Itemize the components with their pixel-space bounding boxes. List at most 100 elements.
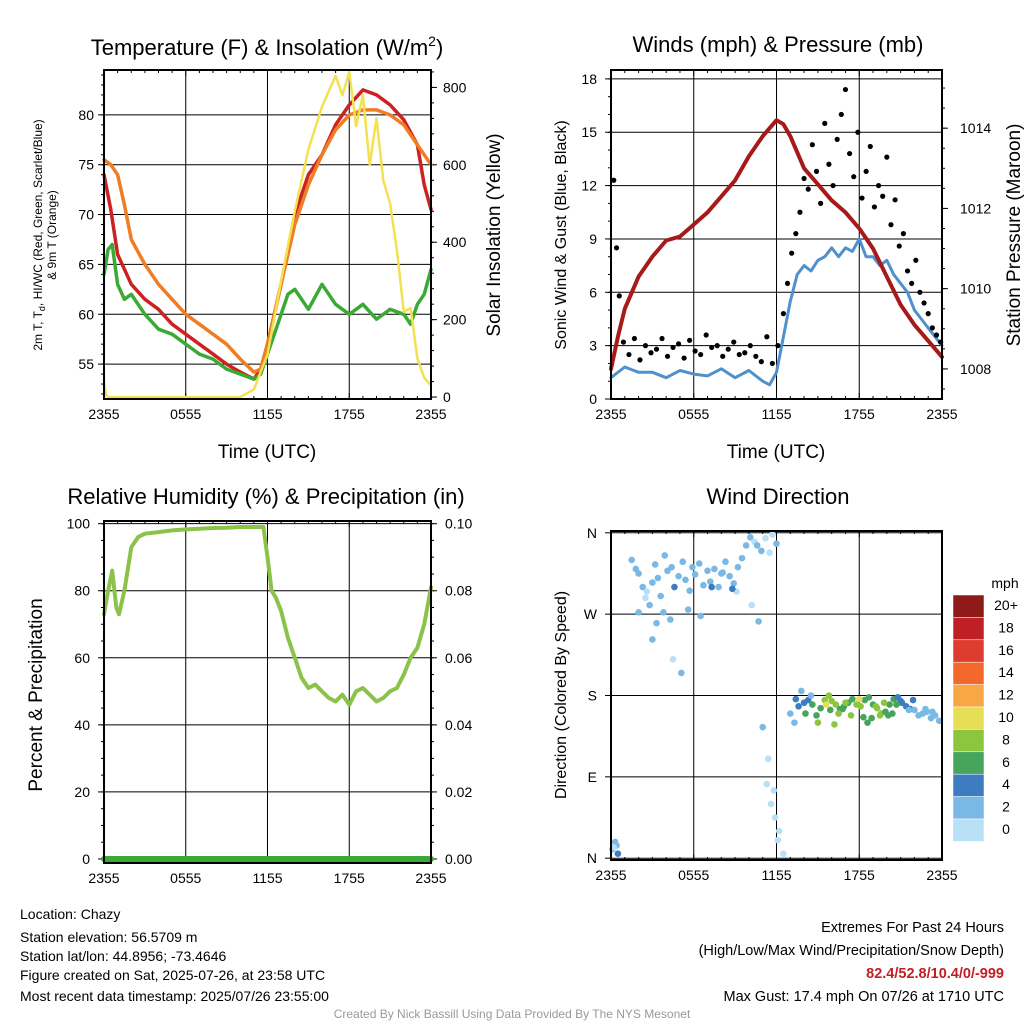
wind-gust-point: [793, 231, 799, 237]
dir-point: [643, 588, 651, 595]
dir-point: [646, 601, 653, 609]
wind-frame: [610, 69, 943, 400]
temp-xtick-label: 2355: [415, 406, 446, 422]
wind-gust-point: [664, 353, 671, 359]
rh-ytick-label: 20: [74, 784, 90, 800]
dir-point: [755, 618, 762, 625]
dir-legend-label: 20+: [994, 597, 1018, 613]
wind-gust-point: [758, 359, 764, 365]
temp-y2tick-label: 600: [443, 157, 467, 173]
temp-title: Temperature (F) & Insolation (W/m2): [91, 33, 444, 60]
dir-point: [922, 705, 929, 713]
wind-gust-point: [653, 346, 660, 352]
dir-point: [759, 723, 767, 731]
temp-ytick-label: 65: [78, 256, 94, 272]
dir-legend-swatch: [952, 639, 985, 663]
dir-legend-label: 16: [998, 642, 1014, 658]
dir-point: [855, 695, 863, 703]
wind-gust-point: [681, 355, 687, 361]
wind-gust-point: [884, 154, 890, 160]
dir-point: [730, 580, 738, 587]
dir-legend-swatch: [952, 706, 985, 730]
dir-point: [649, 579, 656, 586]
rh-y2tick-label: 0.00: [445, 851, 472, 867]
temp-xlabel: Time (UTC): [218, 442, 317, 463]
dir-point: [791, 719, 798, 726]
wind-xtick-label: 1155: [761, 406, 791, 422]
dir-point: [691, 571, 699, 578]
dir-legend-swatch: [952, 684, 985, 708]
dir-point: [635, 609, 642, 616]
extremes-values: 82.4/52.8/10.4/0/-999: [866, 966, 1004, 982]
dir-legend-swatch: [952, 818, 985, 842]
wind-gust-point: [851, 174, 857, 180]
wind-gust-point: [675, 341, 682, 347]
wind-title: Winds (mph) & Pressure (mb): [633, 32, 924, 57]
dir-point: [711, 565, 718, 573]
wind-gust-point: [642, 343, 649, 349]
dir-point: [707, 578, 714, 585]
wind-ytick-label: 0: [589, 391, 597, 407]
dir-legend-label: 18: [998, 619, 1014, 635]
extremes-subtitle: (High/Low/Max Wind/Precipitation/Snow De…: [698, 943, 1004, 959]
temp-ytick-label: 70: [78, 207, 94, 223]
dir-point: [738, 554, 746, 562]
wind-gust-point: [692, 348, 698, 354]
wind-gust-point: [809, 142, 815, 148]
dir-point: [682, 576, 689, 584]
temp-ytick-label: 80: [78, 107, 94, 123]
rh-xtick-label: 0555: [170, 870, 201, 886]
rh-ylabel: Percent & Precipitation: [26, 598, 47, 791]
wind-gust-point: [780, 311, 786, 317]
dir-point: [798, 687, 805, 695]
dir-point: [769, 531, 776, 538]
wind-gust-point: [933, 332, 940, 338]
figure-created-label: Figure created on Sat, 2025-07-26, at 23…: [20, 967, 326, 983]
wind-gust-point: [687, 337, 693, 343]
dir-xtick-label: 1155: [761, 867, 791, 883]
wind-gust-point: [913, 257, 919, 263]
dir-legend-label: 2: [1002, 799, 1010, 815]
wind-gust-point: [736, 351, 742, 358]
dir-point: [813, 712, 820, 719]
wind-ytick-label: 3: [589, 338, 597, 354]
dir-point: [780, 850, 787, 857]
dir-point: [847, 712, 855, 719]
dir-title: Wind Direction: [706, 484, 849, 509]
wind-gust-point: [909, 280, 915, 287]
location-label: Location: Chazy: [20, 906, 121, 922]
dir-legend-label: 4: [1002, 776, 1010, 792]
dir-legend-label: 0: [1002, 821, 1010, 837]
wind-ytick-label: 9: [589, 231, 597, 247]
wind-y2label: Station Pressure (Maroon): [1004, 124, 1024, 347]
dir-point: [667, 616, 674, 623]
dir-ytick-label: N: [587, 525, 597, 541]
dir-xtick-label: 0555: [678, 867, 709, 883]
wind-gust-point: [731, 339, 737, 345]
rh-ytick-label: 0: [82, 851, 90, 867]
dir-point: [842, 699, 849, 707]
temp-ytick-label: 75: [78, 157, 94, 173]
temp-series-2: [102, 108, 433, 374]
dir-point: [909, 696, 917, 704]
recent-data-label: Most recent data timestamp: 2025/07/26 2…: [20, 988, 329, 1004]
wind-sonic-series: [609, 237, 944, 387]
wind-gust-point: [637, 357, 643, 363]
dir-legend-swatch: [952, 751, 985, 775]
wind-gust-point: [838, 111, 844, 118]
dir-point: [661, 552, 669, 559]
rh-xtick-label: 2355: [415, 870, 446, 886]
dir-point: [708, 583, 715, 591]
wind-gust-point: [801, 175, 807, 182]
dir-point: [868, 714, 875, 722]
dir-point: [649, 636, 656, 643]
wind-gust-point: [929, 325, 935, 331]
rh-xtick-label: 2355: [88, 870, 119, 886]
wind-gust-point: [834, 136, 840, 142]
dir-point: [835, 710, 842, 717]
rh-ytick-label: 80: [74, 583, 90, 599]
dir-legend-swatch: [952, 729, 985, 753]
dir-point: [722, 558, 729, 566]
wind-gust-point: [830, 182, 836, 189]
dir-legend-label: 12: [998, 687, 1014, 703]
